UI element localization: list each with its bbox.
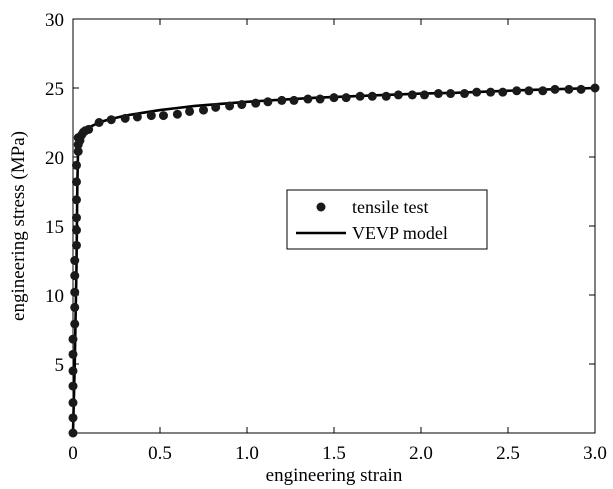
x-tick-label: 2.5 (496, 443, 520, 464)
x-tick-label: 0.5 (148, 443, 172, 464)
y-tick-label: 10 (45, 286, 64, 307)
y-tick-label: 5 (55, 355, 65, 376)
tensile-test-point (146, 111, 156, 121)
tensile-test-point (367, 91, 377, 101)
tensile-test-point (564, 84, 574, 94)
tensile-test-point (73, 146, 83, 156)
tensile-test-point (172, 109, 182, 119)
tensile-test-point (106, 115, 116, 125)
tensile-test-point (289, 95, 299, 105)
tensile-test-point (70, 256, 80, 265)
tensile-test-point (407, 90, 417, 100)
y-tick-label: 30 (45, 10, 64, 31)
legend-label-vevp-model: VEVP model (352, 223, 448, 243)
tensile-test-point (71, 240, 81, 250)
tensile-test-point (70, 271, 80, 281)
legend-box (286, 189, 488, 250)
tensile-test-point (70, 287, 80, 297)
tensile-test-point (550, 84, 560, 94)
tensile-test-point (355, 91, 365, 101)
tensile-test-point (84, 124, 94, 134)
tensile-test-point (329, 93, 339, 103)
tensile-test-point (211, 102, 221, 112)
x-tick-label: 3.0 (583, 443, 607, 464)
tensile-test-point (498, 87, 508, 97)
tensile-test-point (68, 428, 78, 438)
tensile-test-point (120, 113, 130, 123)
axis-tick-labels: 0 0.5 1.0 1.5 2.0 2.5 3.0 5 10 15 20 25 30 (45, 10, 607, 464)
tensile-test-point (68, 381, 78, 391)
tensile-test-point (433, 89, 443, 99)
x-tick-label: 1.5 (322, 443, 346, 464)
x-tick-label: 2.0 (409, 443, 433, 464)
tensile-test-point (68, 398, 78, 408)
tensile-test-point (251, 98, 261, 108)
x-axis-label: engineering strain (266, 465, 403, 486)
tensile-test-point (71, 195, 81, 205)
tensile-test-point (446, 89, 456, 99)
legend-marker-tensile-test (316, 202, 326, 212)
tensile-test-point (315, 94, 325, 104)
tensile-test-point (460, 89, 469, 99)
y-axis-label: engineering stress (MPa) (8, 131, 29, 321)
tensile-test-point (158, 111, 168, 121)
tensile-test-point (71, 213, 81, 223)
tensile-test-point (68, 334, 78, 344)
tensile-test-point (524, 86, 534, 96)
legend: tensile test VEVP model (286, 189, 488, 250)
vevp-model-line (71, 86, 596, 434)
tensile-test-point (341, 93, 351, 103)
tensile-test-point (263, 97, 273, 107)
tensile-test-point (277, 95, 287, 105)
y-tick-label: 25 (45, 79, 64, 100)
tensile-test-point (393, 90, 403, 100)
tensile-test-point (199, 105, 208, 115)
tensile-test-point (590, 83, 600, 93)
x-tick-label: 1.0 (235, 443, 259, 464)
y-tick-label: 20 (45, 148, 64, 169)
tensile-test-point (132, 112, 142, 122)
series-tensile-test (68, 83, 600, 438)
series-vevp-model (71, 86, 596, 434)
y-tick-label: 15 (45, 217, 64, 238)
tensile-test-point (70, 319, 80, 329)
tensile-test-point (472, 87, 482, 97)
tensile-test-point (512, 86, 522, 96)
tensile-test-point (237, 100, 247, 110)
legend-label-tensile-test: tensile test (352, 197, 428, 217)
tensile-test-point (94, 118, 104, 127)
tensile-test-point (71, 225, 81, 235)
tensile-test-point (68, 349, 78, 359)
tensile-test-point (185, 106, 195, 116)
tensile-test-point (70, 302, 80, 312)
tensile-test-point (419, 90, 429, 100)
tensile-test-point (381, 91, 391, 101)
tensile-test-point (538, 86, 548, 96)
tensile-test-point (225, 101, 235, 111)
tensile-test-point (68, 413, 78, 423)
tensile-test-point (71, 177, 81, 187)
tensile-test-point (576, 84, 586, 94)
x-tick-label: 0 (68, 443, 78, 464)
tensile-test-point (71, 160, 81, 170)
tensile-test-point (303, 94, 313, 104)
tensile-test-point (486, 87, 496, 97)
tensile-test-point (68, 366, 78, 376)
